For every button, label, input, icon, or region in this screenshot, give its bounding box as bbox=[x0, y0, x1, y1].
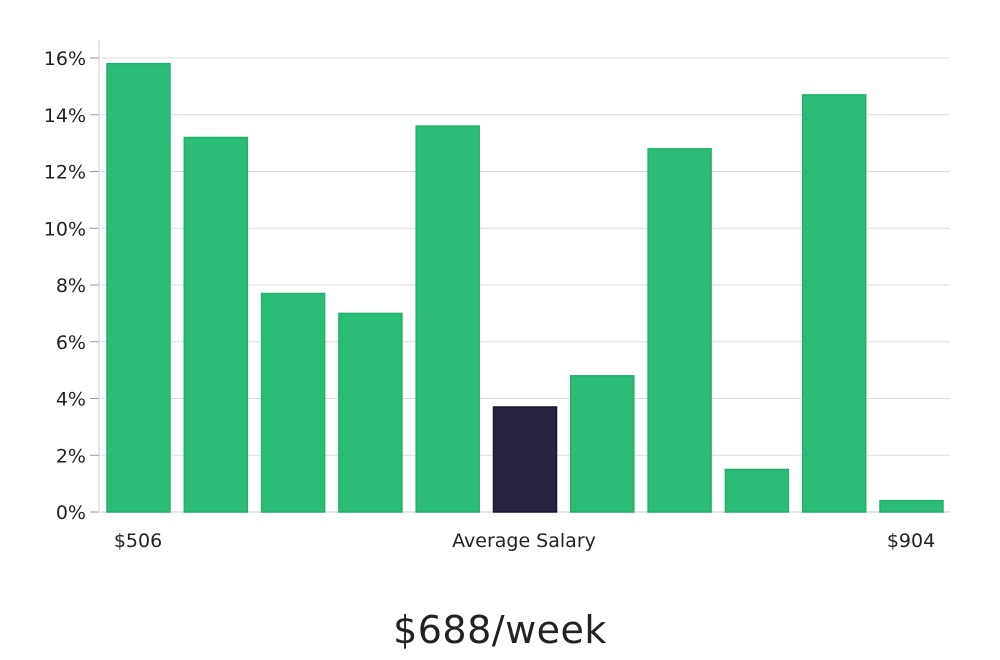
bar bbox=[260, 292, 326, 513]
y-tick-label: 12% bbox=[44, 162, 86, 184]
x-label-max: $904 bbox=[887, 530, 935, 552]
bar bbox=[183, 136, 249, 513]
y-tick-label: 4% bbox=[56, 389, 86, 411]
x-label-center: Average Salary bbox=[452, 530, 596, 552]
salary-histogram: 0% 2% 4% 6% 8% 10% 12% 14% 16% $506 Average Sala… bbox=[44, 40, 950, 552]
x-label-min: $506 bbox=[114, 530, 162, 552]
bar bbox=[801, 94, 867, 513]
average-salary-headline: $688/week bbox=[393, 608, 607, 652]
y-tick-label: 14% bbox=[44, 105, 86, 127]
bars bbox=[106, 62, 944, 513]
y-tick-label: 6% bbox=[56, 332, 86, 354]
bar-average-highlight bbox=[492, 406, 558, 513]
y-tick-label: 8% bbox=[56, 275, 86, 297]
y-tick-label: 0% bbox=[56, 502, 86, 524]
y-tick-labels: 0% 2% 4% 6% 8% 10% 12% 14% 16% bbox=[44, 48, 99, 524]
bar bbox=[106, 62, 171, 513]
y-tick-label: 10% bbox=[44, 218, 86, 240]
bar bbox=[724, 468, 790, 513]
bar bbox=[647, 148, 712, 513]
bar bbox=[570, 375, 635, 513]
y-tick-label: 2% bbox=[56, 445, 86, 467]
bar bbox=[879, 499, 944, 513]
bar bbox=[338, 312, 403, 513]
y-tick-label: 16% bbox=[44, 48, 86, 70]
bar bbox=[415, 125, 480, 513]
